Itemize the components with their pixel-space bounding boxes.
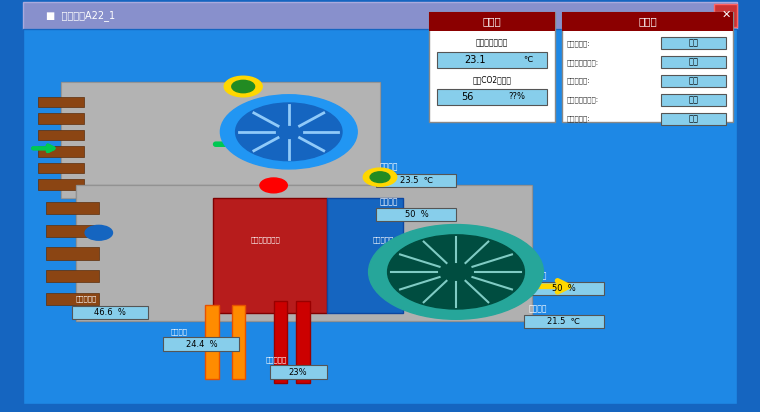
FancyBboxPatch shape: [61, 82, 380, 198]
FancyBboxPatch shape: [38, 146, 84, 157]
Text: 回风机启停确中:: 回风机启停确中:: [566, 97, 598, 103]
Text: 回风速度: 回风速度: [380, 197, 398, 206]
Text: 24.4  %: 24.4 %: [185, 339, 217, 349]
FancyBboxPatch shape: [524, 315, 604, 328]
Text: 23%: 23%: [289, 368, 307, 377]
FancyBboxPatch shape: [429, 12, 555, 122]
Text: 50  %: 50 %: [404, 210, 429, 219]
Text: 启用送风机:: 启用送风机:: [566, 40, 590, 47]
FancyBboxPatch shape: [23, 2, 737, 29]
FancyBboxPatch shape: [296, 301, 310, 383]
Text: ■  空调机组A22_1: ■ 空调机组A22_1: [46, 10, 115, 21]
FancyBboxPatch shape: [38, 113, 84, 124]
Circle shape: [363, 168, 397, 186]
Text: 关闭: 关闭: [688, 77, 698, 86]
Text: 50  %: 50 %: [552, 284, 576, 293]
FancyBboxPatch shape: [437, 52, 547, 68]
Text: 设定点: 设定点: [483, 16, 502, 26]
Text: 46.6  %: 46.6 %: [94, 308, 126, 317]
Circle shape: [220, 95, 357, 169]
FancyBboxPatch shape: [661, 37, 726, 49]
Text: 送风温度: 送风温度: [528, 304, 546, 313]
FancyBboxPatch shape: [429, 12, 555, 31]
FancyBboxPatch shape: [46, 247, 99, 260]
FancyBboxPatch shape: [270, 365, 327, 379]
Text: 启用回风机:: 启用回风机:: [566, 78, 590, 84]
FancyBboxPatch shape: [213, 198, 327, 313]
FancyBboxPatch shape: [376, 174, 456, 187]
Text: ℃: ℃: [524, 55, 533, 64]
Text: 21.5  ℃: 21.5 ℃: [547, 317, 581, 326]
Text: 送风机轴温报警: 送风机轴温报警: [251, 236, 280, 243]
FancyBboxPatch shape: [376, 208, 456, 221]
Text: 打开: 打开: [688, 39, 698, 48]
Circle shape: [369, 225, 543, 319]
Text: 水阀开度: 水阀开度: [171, 329, 188, 335]
FancyBboxPatch shape: [437, 89, 547, 105]
Circle shape: [232, 80, 255, 93]
Text: 回风CO2设定点: 回风CO2设定点: [473, 76, 511, 85]
FancyBboxPatch shape: [38, 97, 84, 107]
Text: 23.1: 23.1: [464, 55, 486, 65]
Text: 送风机启停确中:: 送风机启停确中:: [566, 59, 598, 66]
Text: 启用加速器:: 启用加速器:: [566, 116, 590, 122]
Text: ✕: ✕: [721, 10, 730, 20]
FancyBboxPatch shape: [205, 305, 219, 379]
FancyBboxPatch shape: [46, 202, 99, 214]
Circle shape: [260, 178, 287, 193]
Text: 关闭: 关闭: [688, 58, 698, 67]
FancyBboxPatch shape: [714, 4, 737, 27]
Circle shape: [370, 172, 390, 183]
Circle shape: [388, 235, 524, 309]
Circle shape: [85, 225, 112, 240]
FancyBboxPatch shape: [661, 94, 726, 106]
FancyBboxPatch shape: [38, 130, 84, 140]
FancyBboxPatch shape: [232, 305, 245, 379]
Text: 新风阀开度: 新风阀开度: [76, 296, 97, 302]
FancyBboxPatch shape: [661, 75, 726, 87]
FancyBboxPatch shape: [562, 12, 733, 122]
FancyBboxPatch shape: [72, 306, 148, 319]
FancyBboxPatch shape: [327, 198, 403, 313]
Text: 回风温度: 回风温度: [380, 162, 398, 171]
FancyBboxPatch shape: [274, 301, 287, 383]
FancyBboxPatch shape: [76, 185, 532, 321]
FancyBboxPatch shape: [76, 185, 532, 321]
FancyBboxPatch shape: [661, 113, 726, 125]
Text: 56: 56: [461, 92, 473, 102]
Circle shape: [224, 76, 262, 97]
FancyBboxPatch shape: [46, 270, 99, 282]
FancyBboxPatch shape: [661, 56, 726, 68]
FancyBboxPatch shape: [46, 225, 99, 237]
FancyBboxPatch shape: [38, 179, 84, 190]
Text: 回风温度设定点: 回风温度设定点: [476, 39, 508, 48]
FancyBboxPatch shape: [163, 337, 239, 351]
Text: 关闭: 关闭: [688, 115, 698, 124]
FancyBboxPatch shape: [562, 12, 733, 31]
Text: 送风机压差: 送风机压差: [372, 236, 394, 243]
Text: ??%: ??%: [508, 92, 525, 101]
Text: 命令点: 命令点: [638, 16, 657, 26]
FancyBboxPatch shape: [46, 293, 99, 305]
Circle shape: [236, 103, 342, 161]
Text: 加湿器控制: 加湿器控制: [266, 357, 287, 363]
Text: 关闭: 关闭: [688, 96, 698, 105]
FancyBboxPatch shape: [38, 163, 84, 173]
FancyBboxPatch shape: [61, 82, 380, 198]
FancyBboxPatch shape: [524, 282, 604, 295]
Text: 23.5  ℃: 23.5 ℃: [400, 176, 433, 185]
FancyBboxPatch shape: [23, 29, 737, 404]
Text: 送风速度: 送风速度: [528, 271, 546, 280]
